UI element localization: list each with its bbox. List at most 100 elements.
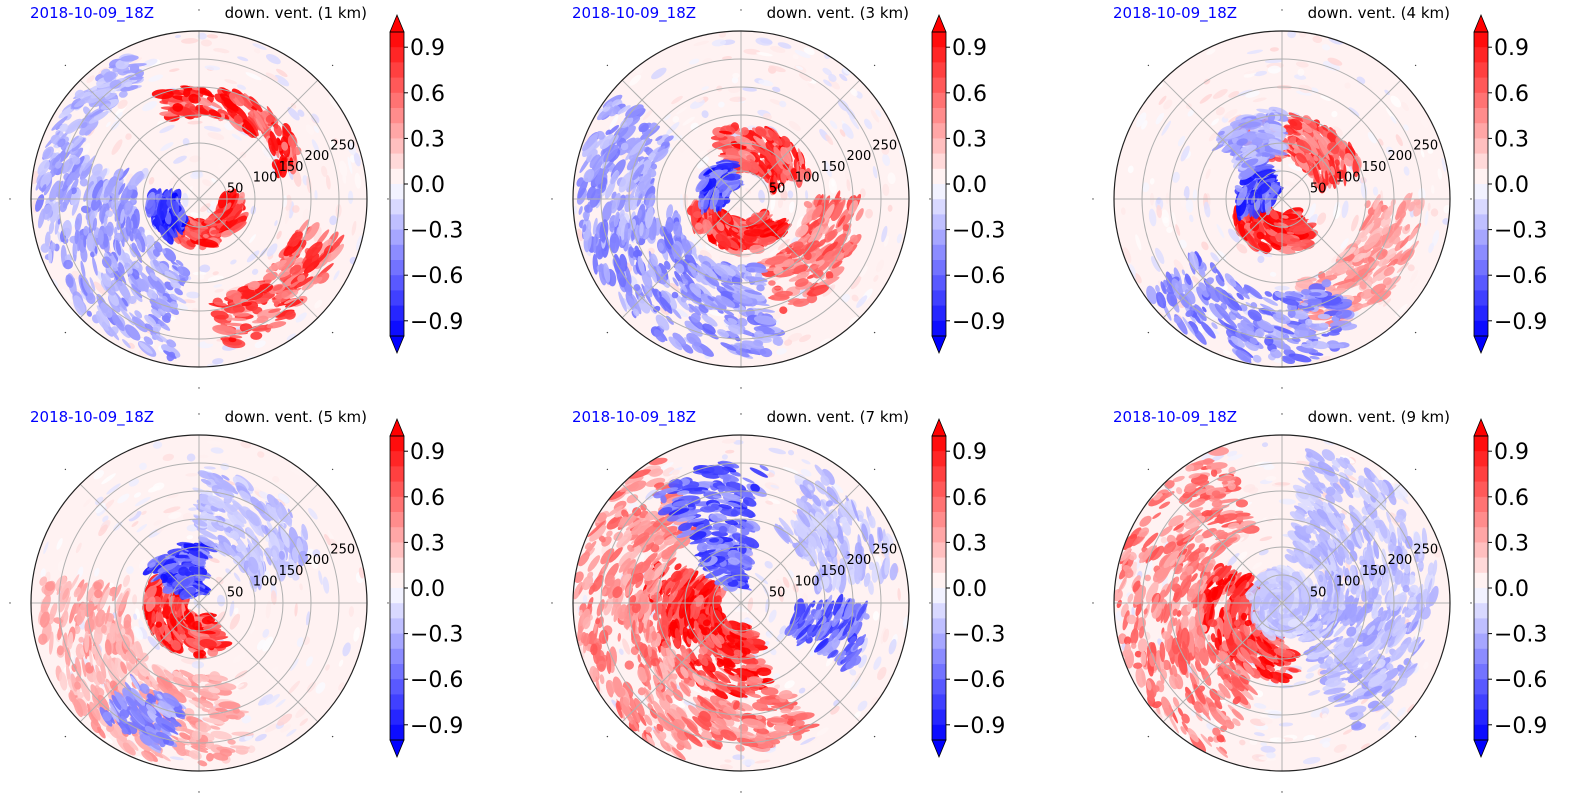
field-blob — [82, 276, 91, 294]
field-blob — [142, 100, 158, 112]
field-blob — [206, 34, 219, 39]
field-blob — [690, 122, 699, 131]
field-blob — [136, 238, 142, 252]
field-blob — [773, 286, 782, 290]
field-blob — [656, 265, 662, 275]
field-blob — [247, 280, 260, 291]
field-blob — [757, 235, 777, 246]
field-blob — [749, 141, 767, 156]
field-blob — [263, 118, 269, 125]
field-blob — [577, 228, 583, 242]
field-blob — [676, 106, 688, 115]
field-blob — [124, 81, 133, 88]
field-blob — [770, 46, 786, 53]
field-blob — [148, 74, 164, 82]
field-blob — [813, 193, 822, 208]
field-blob — [89, 277, 96, 292]
field-blob — [658, 262, 669, 281]
field-blob — [63, 259, 73, 270]
field-blob — [118, 90, 128, 98]
field-blob — [115, 59, 129, 70]
colorbar-tick-label: 0.3 — [1494, 127, 1529, 152]
field-blob — [592, 253, 599, 275]
colorbar-segment — [1474, 47, 1488, 63]
colorbar-segment — [390, 77, 404, 94]
field-blob — [716, 221, 725, 232]
field-blob — [124, 324, 141, 341]
field-blob — [71, 135, 79, 144]
field-blob — [118, 183, 126, 195]
radial-tick-label: 200 — [305, 149, 330, 164]
field-blob — [860, 265, 868, 278]
panel-title-right: down. vent. (4 km) — [1308, 4, 1450, 22]
field-blob — [297, 109, 305, 117]
field-blob — [80, 278, 88, 297]
field-blob — [774, 223, 792, 236]
radial-tick-label: 200 — [847, 149, 872, 164]
field-blob — [61, 157, 74, 174]
field-blob — [734, 130, 742, 135]
field-blob — [208, 109, 222, 119]
field-blob — [673, 308, 689, 318]
colorbar-tick-label: 0.0 — [1494, 173, 1529, 198]
field-blob — [266, 321, 287, 329]
colorbar-tick-label: 0.9 — [1494, 36, 1529, 61]
field-blob — [700, 263, 718, 280]
field-blob — [236, 84, 247, 90]
field-blob — [288, 168, 294, 181]
field-blob — [250, 331, 263, 340]
field-blob — [772, 86, 781, 93]
field-blob — [351, 220, 357, 236]
field-blob — [329, 215, 338, 226]
field-blob — [233, 312, 251, 317]
field-blob — [633, 284, 641, 291]
field-blob — [711, 39, 727, 47]
field-blob — [875, 109, 882, 118]
field-blob — [115, 240, 122, 256]
field-blob — [887, 204, 893, 212]
field-blob — [177, 265, 190, 277]
colorbar-tick-label: −0.6 — [952, 264, 1005, 289]
field-blob — [49, 180, 61, 202]
field-blob — [174, 34, 182, 38]
field-blob — [277, 255, 297, 271]
field-blob — [117, 99, 128, 109]
field-blob — [74, 229, 79, 245]
field-blob — [129, 76, 144, 81]
field-blob — [725, 148, 739, 156]
colorbar-segment — [1474, 168, 1488, 185]
field-blob — [616, 266, 627, 288]
field-blob — [74, 89, 85, 99]
field-blob — [226, 289, 242, 300]
field-blob — [732, 72, 740, 79]
field-blob — [648, 263, 658, 284]
field-blob — [671, 95, 683, 105]
field-blob — [760, 177, 768, 187]
field-blob — [40, 243, 50, 253]
field-blob — [57, 138, 66, 148]
field-blob — [718, 31, 727, 38]
colorbar-segment — [1474, 229, 1488, 246]
field-blob — [103, 71, 117, 82]
field-blob — [768, 65, 786, 73]
field-blob — [719, 254, 734, 263]
field-blob — [823, 250, 835, 261]
field-blob — [313, 250, 330, 266]
field-blob — [256, 315, 269, 323]
field-blob — [651, 67, 667, 80]
field-blob — [811, 204, 823, 221]
field-blob — [302, 253, 320, 269]
angular-tick-mark — [1414, 331, 1417, 334]
field-blob — [824, 224, 835, 237]
field-blob — [170, 280, 181, 290]
field-blob — [245, 72, 262, 81]
field-blob — [171, 200, 180, 217]
field-blob — [882, 183, 890, 196]
field-blob — [297, 274, 306, 282]
colorbar-segment — [390, 260, 404, 276]
field-blob — [65, 274, 74, 288]
field-blob — [276, 68, 288, 78]
field-blob — [272, 284, 283, 291]
field-blob — [805, 190, 809, 200]
angular-tick-mark — [9, 198, 11, 200]
